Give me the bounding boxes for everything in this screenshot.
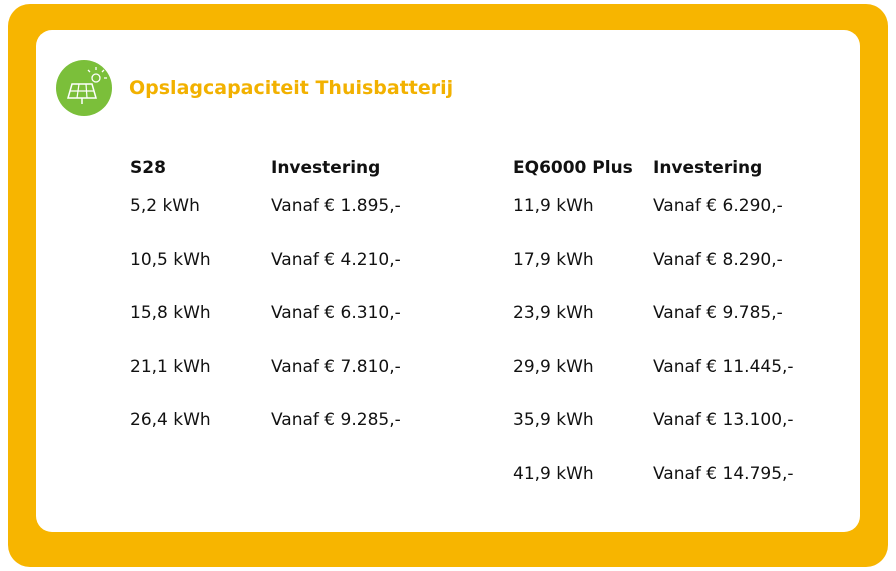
solar-icon xyxy=(56,60,112,116)
table-cell: Vanaf € 13.100,- xyxy=(653,410,794,430)
table-cell: 17,9 kWh xyxy=(513,249,594,270)
card xyxy=(36,30,860,532)
table-cell: 29,9 kWh xyxy=(513,356,594,377)
table-cell: Vanaf € 6.310,- xyxy=(271,303,401,323)
column-header: S28 xyxy=(130,158,166,178)
table-cell: 35,9 kWh xyxy=(513,410,594,430)
table-cell: 5,2 kWh xyxy=(130,196,200,216)
table-cell: 41,9 kWh xyxy=(513,463,594,484)
column-header: EQ6000 Plus xyxy=(513,158,633,178)
table-cell: Vanaf € 14.795,- xyxy=(653,463,794,484)
table-cell: Vanaf € 8.290,- xyxy=(653,249,783,270)
column-header: Investering xyxy=(653,158,763,178)
table-cell: Vanaf € 9.785,- xyxy=(653,303,783,323)
table-cell: 23,9 kWh xyxy=(513,303,594,323)
table-cell: 10,5 kWh xyxy=(130,249,211,270)
table-cell: Vanaf € 9.285,- xyxy=(271,410,401,430)
table-cell: 11,9 kWh xyxy=(513,196,594,216)
table-cell: Vanaf € 6.290,- xyxy=(653,196,783,216)
column-header: Investering xyxy=(271,158,381,178)
table-cell: 26,4 kWh xyxy=(130,410,211,430)
table-cell: 21,1 kWh xyxy=(130,356,211,377)
table-cell: Vanaf € 4.210,- xyxy=(271,249,401,270)
table-cell: 15,8 kWh xyxy=(130,303,211,323)
title: Opslagcapaciteit Thuisbatterij xyxy=(129,77,454,99)
table-cell: Vanaf € 11.445,- xyxy=(653,356,794,377)
table-cell: Vanaf € 7.810,- xyxy=(271,356,401,377)
table-cell: Vanaf € 1.895,- xyxy=(271,196,401,216)
